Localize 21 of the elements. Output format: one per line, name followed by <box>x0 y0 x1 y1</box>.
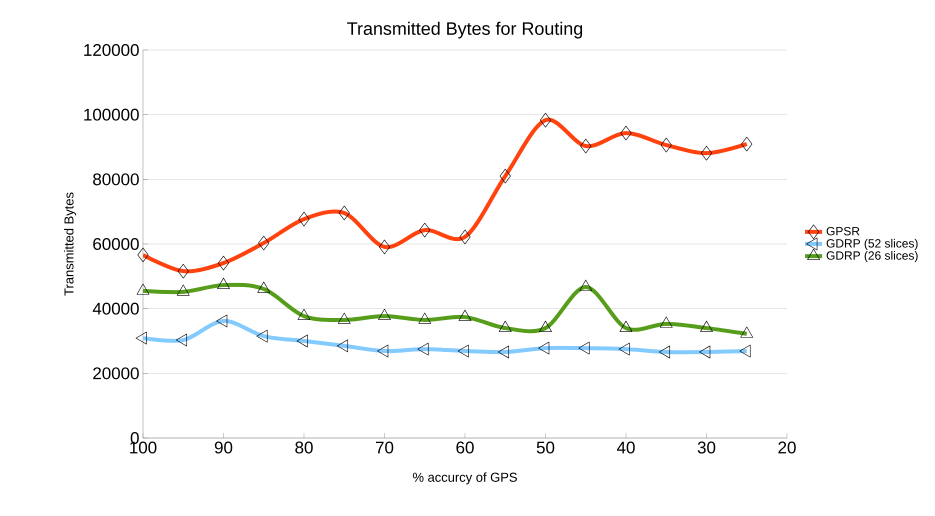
x-tick-label: 30 <box>698 442 716 454</box>
x-tick-label: 60 <box>456 442 474 454</box>
y-tick-label: 60000 <box>93 238 139 250</box>
x-tick-label: 40 <box>616 442 635 454</box>
y-axis-title: Transmitted Bytes <box>64 192 76 296</box>
y-tick-label: 120000 <box>84 44 139 56</box>
y-tick-label: 80000 <box>93 173 139 186</box>
chart-title: Transmitted Bytes for Routing <box>347 22 582 38</box>
x-tick-label: 100 <box>130 442 156 454</box>
x-tick-label: 90 <box>214 442 232 454</box>
y-tick-label: 40000 <box>92 302 139 315</box>
y-tick-label: 100000 <box>84 108 139 121</box>
x-tick-label: 80 <box>295 442 313 454</box>
legend-label: GDRP (26 slices) <box>826 250 918 262</box>
legend-label: GDRP (52 slices) <box>826 238 918 250</box>
y-tick-label: 20000 <box>93 367 139 380</box>
x-axis-title: % accurcy of GPS <box>412 472 517 484</box>
x-tick-label: 50 <box>536 442 554 454</box>
legend-label: GPSR <box>826 226 860 236</box>
x-tick-label: 20 <box>778 442 796 454</box>
x-tick-label: 70 <box>376 442 394 454</box>
